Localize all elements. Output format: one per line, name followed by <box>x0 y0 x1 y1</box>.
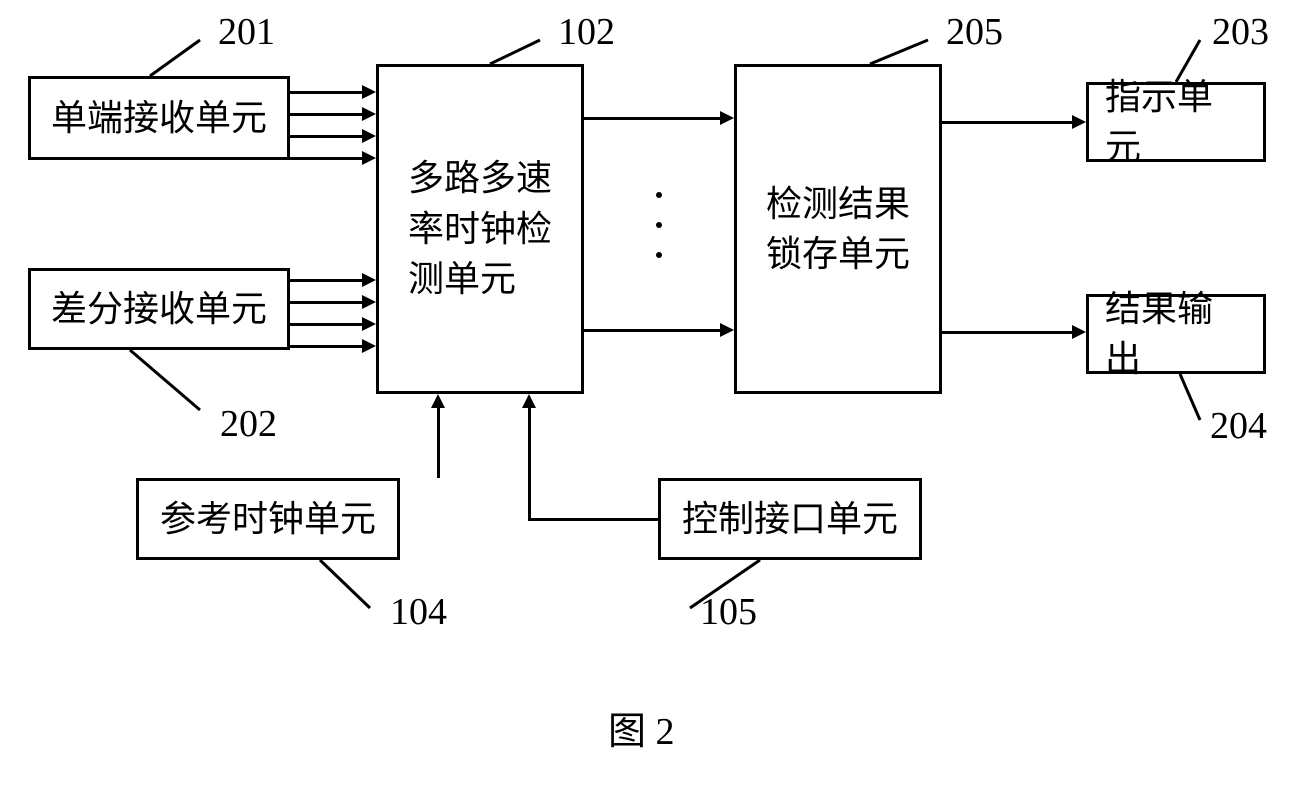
label-205: 205 <box>946 10 1003 54</box>
arrow-202-102-1 <box>290 279 362 282</box>
arrow-head <box>362 129 376 143</box>
box-multi-rate-clock-detect-unit: 多路多速 率时钟检 测单元 <box>376 64 584 394</box>
arrow-201-102-2 <box>290 113 362 116</box>
box-indicator-unit: 指示单元 <box>1086 82 1266 162</box>
box-single-ended-receive-unit: 单端接收单元 <box>28 76 290 160</box>
arrow-202-102-4 <box>290 345 362 348</box>
label-201: 201 <box>218 10 275 54</box>
arrow-head <box>720 111 734 125</box>
arrow-201-102-4 <box>290 157 362 160</box>
arrow-205-203 <box>942 121 1072 124</box>
arrow-202-102-2 <box>290 301 362 304</box>
label-102: 102 <box>558 10 615 54</box>
ellipsis-dot <box>656 192 662 198</box>
arrow-102-205-top <box>584 117 720 120</box>
arrow-202-102-3 <box>290 323 362 326</box>
box-205-text: 检测结果 锁存单元 <box>766 179 910 280</box>
box-differential-receive-unit: 差分接收单元 <box>28 268 290 350</box>
arrow-head <box>362 295 376 309</box>
box-201-text: 单端接收单元 <box>51 93 267 143</box>
arrow-head <box>362 151 376 165</box>
arrow-head <box>431 394 445 408</box>
ellipsis-dot <box>656 252 662 258</box>
arrow-head <box>362 85 376 99</box>
box-result-output: 结果输出 <box>1086 294 1266 374</box>
label-203: 203 <box>1212 10 1269 54</box>
box-102-text: 多路多速 率时钟检 测单元 <box>408 153 552 304</box>
arrow-102-205-bottom <box>584 329 720 332</box>
box-203-text: 指示单元 <box>1105 72 1247 173</box>
arrow-201-102-3 <box>290 135 362 138</box>
arrow-head <box>362 317 376 331</box>
arrow-head <box>1072 325 1086 339</box>
arrow-head <box>720 323 734 337</box>
box-detect-result-latch-unit: 检测结果 锁存单元 <box>734 64 942 394</box>
box-104-text: 参考时钟单元 <box>160 494 376 544</box>
arrow-105-102-v <box>528 408 531 521</box>
arrow-head <box>362 107 376 121</box>
arrow-head <box>362 273 376 287</box>
arrow-201-102-1 <box>290 91 362 94</box>
arrow-head <box>362 339 376 353</box>
box-204-text: 结果输出 <box>1105 284 1247 385</box>
box-reference-clock-unit: 参考时钟单元 <box>136 478 400 560</box>
box-202-text: 差分接收单元 <box>51 284 267 334</box>
label-105: 105 <box>700 590 757 634</box>
arrow-head <box>1072 115 1086 129</box>
box-control-interface-unit: 控制接口单元 <box>658 478 922 560</box>
ellipsis-dot <box>656 222 662 228</box>
label-204: 204 <box>1210 404 1267 448</box>
label-104: 104 <box>390 590 447 634</box>
arrow-104-102 <box>437 408 440 478</box>
arrow-205-204 <box>942 331 1072 334</box>
figure-caption: 图 2 <box>608 700 675 755</box>
arrow-105-102-h <box>530 518 658 521</box>
label-202: 202 <box>220 402 277 446</box>
arrow-head <box>522 394 536 408</box>
box-105-text: 控制接口单元 <box>682 494 898 544</box>
